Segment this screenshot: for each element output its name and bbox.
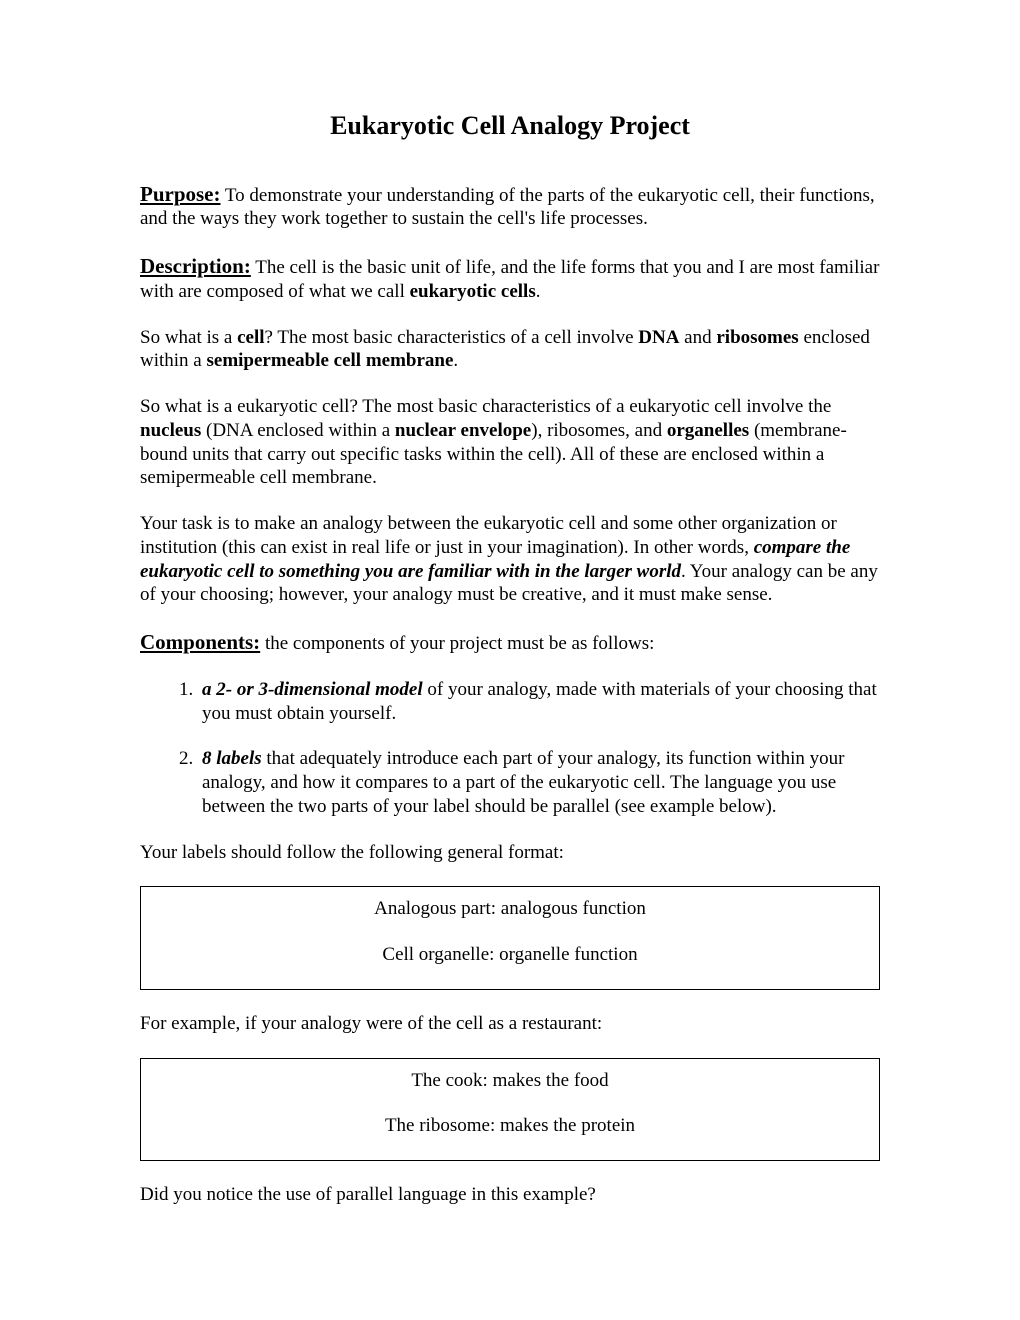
text: So what is a eukaryotic cell? The most b… <box>140 396 831 417</box>
text: So what is a <box>140 327 237 348</box>
components-list: a 2- or 3-dimensional model of your anal… <box>140 678 880 819</box>
text: . <box>453 350 458 371</box>
example-intro: For example, if your analogy were of the… <box>140 1012 880 1036</box>
list-item: a 2- or 3-dimensional model of your anal… <box>198 678 880 726</box>
item-lead: 8 labels <box>202 748 262 769</box>
format-box-1: Analogous part: analogous function Cell … <box>140 886 880 990</box>
description-paragraph-3: So what is a eukaryotic cell? The most b… <box>140 395 880 490</box>
bold-term: organelles <box>667 420 749 441</box>
bold-term: cell <box>237 327 264 348</box>
description-paragraph-4: Your task is to make an analogy between … <box>140 512 880 607</box>
format-line: The ribosome: makes the protein <box>149 1114 871 1138</box>
format-line: Analogous part: analogous function <box>149 897 871 921</box>
format-box-2: The cook: makes the food The ribosome: m… <box>140 1058 880 1162</box>
document-title: Eukaryotic Cell Analogy Project <box>140 110 880 143</box>
components-heading: Components: <box>140 630 260 654</box>
text: and <box>679 327 716 348</box>
bold-term: ribosomes <box>716 327 798 348</box>
components-paragraph: Components: the components of your proje… <box>140 629 880 656</box>
labels-intro: Your labels should follow the following … <box>140 841 880 865</box>
bold-term: nucleus <box>140 420 201 441</box>
format-line: Cell organelle: organelle function <box>149 943 871 967</box>
bold-term: eukaryotic cells <box>410 281 536 302</box>
closing-question: Did you notice the use of parallel langu… <box>140 1183 880 1207</box>
document-page: Eukaryotic Cell Analogy Project Purpose:… <box>0 0 1020 1320</box>
item-lead: a 2- or 3-dimensional model <box>202 679 423 700</box>
purpose-paragraph: Purpose: To demonstrate your understandi… <box>140 181 880 232</box>
bold-term: nuclear envelope <box>395 420 531 441</box>
list-item: 8 labels that adequately introduce each … <box>198 747 880 818</box>
description-paragraph-2: So what is a cell? The most basic charac… <box>140 326 880 374</box>
components-text: the components of your project must be a… <box>260 633 654 654</box>
item-text: that adequately introduce each part of y… <box>202 748 844 817</box>
bold-term: semipermeable cell membrane <box>207 350 454 371</box>
text: ? The most basic characteristics of a ce… <box>265 327 639 348</box>
description-heading: Description: <box>140 254 251 278</box>
text: Your task is to make an analogy between … <box>140 513 837 558</box>
purpose-text: To demonstrate your understanding of the… <box>140 185 875 230</box>
description-paragraph-1: Description: The cell is the basic unit … <box>140 253 880 304</box>
text: . <box>536 281 541 302</box>
text: (DNA enclosed within a <box>201 420 395 441</box>
format-line: The cook: makes the food <box>149 1069 871 1093</box>
purpose-heading: Purpose: <box>140 182 221 206</box>
text: ), ribosomes, and <box>531 420 667 441</box>
bold-term: DNA <box>638 327 679 348</box>
